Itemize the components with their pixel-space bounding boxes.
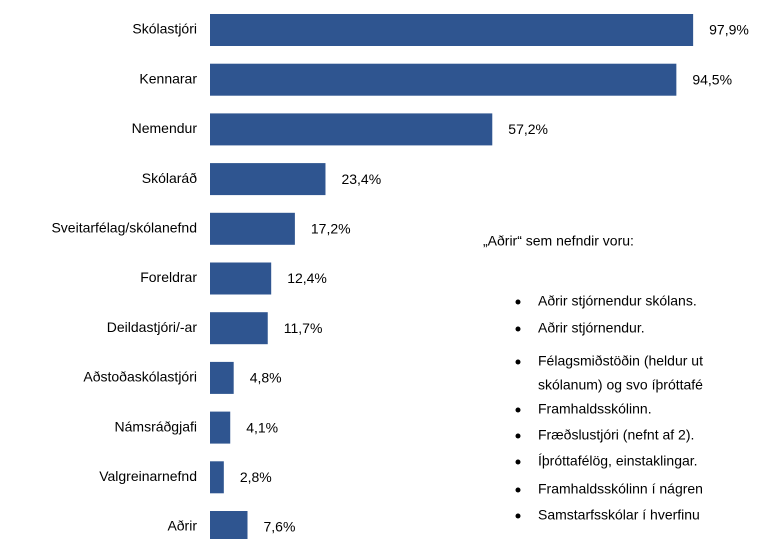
category-label: Nemendur: [132, 120, 198, 136]
bar: [210, 411, 231, 444]
bullet: [515, 487, 521, 493]
value-label: 94,5%: [692, 71, 732, 87]
category-label: Skólaráð: [142, 170, 197, 186]
value-label: 97,9%: [709, 22, 749, 38]
bullet: [515, 513, 521, 519]
bar: [210, 511, 248, 539]
value-label: 17,2%: [311, 221, 351, 237]
category-label: Námsráðgjafi: [115, 418, 197, 434]
bar: [210, 113, 493, 146]
value-label: 11,7%: [284, 320, 323, 336]
category-label: Deildastjóri/-ar: [107, 319, 198, 335]
bullet: [515, 459, 521, 465]
bar: [210, 14, 694, 46]
category-label: Skólastjóri: [132, 21, 197, 37]
category-label: Foreldrar: [140, 269, 197, 285]
annotation-item: skólanum) og svo íþróttafé: [538, 377, 703, 393]
category-label: Aðrir: [167, 518, 197, 534]
bar: [210, 63, 677, 96]
category-label: Sveitarfélag/skólanefnd: [51, 220, 197, 236]
category-label: Aðstoðaskólastjóri: [83, 369, 197, 385]
value-label: 4,8%: [250, 370, 282, 386]
bar: [210, 212, 295, 245]
bullet: [515, 299, 521, 305]
category-label: Valgreinarnefnd: [99, 468, 197, 484]
annotation-title: „Aðrir“ sem nefndir voru:: [483, 233, 634, 249]
annotation-item: Framhaldsskólinn.: [538, 401, 652, 417]
value-label: 57,2%: [508, 121, 548, 137]
bullet: [515, 359, 521, 365]
annotation-item: Íþróttafélög, einstaklingar.: [538, 453, 698, 469]
annotation-item: Framhaldsskólinn í nágren: [538, 481, 703, 497]
annotation-item: Fræðslustjóri (nefnt af 2).: [538, 427, 694, 443]
bullet: [515, 407, 521, 413]
value-label: 2,8%: [240, 469, 272, 485]
category-label: Kennarar: [139, 70, 197, 86]
annotation-item: Félagsmiðstöðin (heldur ut: [538, 353, 703, 369]
bar: [210, 262, 272, 295]
annotation-item: Aðrir stjórnendur skólans.: [538, 293, 697, 309]
value-label: 7,6%: [264, 519, 296, 535]
bullet: [515, 433, 521, 439]
value-label: 23,4%: [341, 171, 381, 187]
bar: [210, 312, 268, 345]
bar: [210, 461, 224, 494]
annotation-item: Samstarfsskólar í hverfinu: [538, 507, 700, 523]
bar: [210, 361, 234, 394]
value-label: 4,1%: [246, 419, 278, 435]
value-label: 12,4%: [287, 270, 327, 286]
annotation-item: Aðrir stjórnendur.: [538, 320, 645, 336]
bar: [210, 163, 326, 196]
bullet: [515, 326, 521, 332]
